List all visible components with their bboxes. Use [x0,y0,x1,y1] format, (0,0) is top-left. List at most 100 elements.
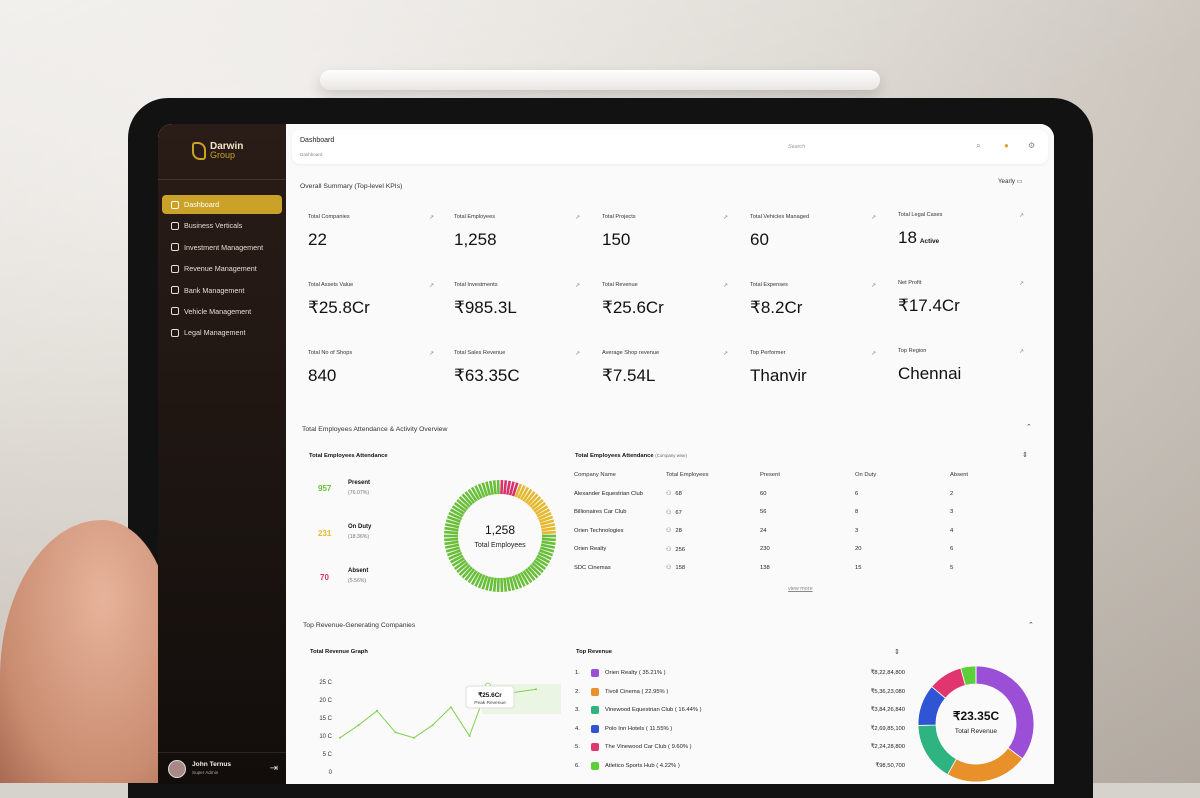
arrow-up-right-icon[interactable]: ↗ [429,282,434,289]
donut-segment [445,542,459,544]
total-employees: ⚇67 [666,509,760,516]
present-pct: (76.07%) [348,490,369,496]
sidebar-item-vehicle[interactable]: Vehicle Management [162,302,282,321]
rank: 6. [575,763,591,769]
kpi-value: ₹63.35C [454,366,520,386]
kpi-value: Chennai [898,364,961,384]
sidebar-item-legal[interactable]: Legal Management [162,323,282,342]
kpi-label: Total Revenue [602,282,638,288]
sort-icon[interactable]: ⇕ [1022,451,1028,459]
kpi-card[interactable]: Average Shop revenue ↗ ₹7.54L [602,350,738,408]
onduty-count: 231 [318,529,331,538]
arrow-up-right-icon[interactable]: ↗ [871,214,876,221]
donut-slice[interactable] [948,748,1023,782]
collapse-icon[interactable]: ⌃ [1026,423,1032,431]
donut-slice[interactable] [918,725,956,775]
kpi-label: Total Investments [454,282,498,288]
collapse-icon[interactable]: ⌃ [1028,621,1034,629]
arrow-up-right-icon[interactable]: ↗ [429,350,434,357]
search-icon[interactable]: ⌕ [976,141,980,151]
kpi-card[interactable]: Total Employees↗1,258 [454,214,590,272]
kpi-card[interactable]: Total Companies↗22 [308,214,444,272]
arrow-up-right-icon[interactable]: ↗ [871,282,876,289]
onduty-cell: 15 [855,565,950,571]
arrow-up-right-icon[interactable]: ↗ [575,214,580,221]
list-item[interactable]: 3.Vinewood Equestrian Club ( 16.44% )₹3,… [575,701,905,720]
calendar-icon: ▭ [1017,178,1023,185]
absent-count: 70 [320,573,329,582]
arrow-up-right-icon[interactable]: ↗ [1019,348,1024,355]
kpi-card[interactable]: Total Sales Revenue↗₹63.35C [454,350,590,408]
sidebar-item-business-verticals[interactable]: Business Verticals [162,216,282,235]
list-item[interactable]: 1.Orien Realty ( 35.21% )₹8,22,84,800 [575,664,905,683]
kpi-card[interactable]: Total Assets Value↗₹25.8Cr [308,282,444,340]
arrow-up-right-icon[interactable]: ↗ [723,214,728,221]
arrow-up-right-icon[interactable]: ↗ [723,350,728,357]
kpi-card[interactable]: Total Expenses↗₹8.2Cr [750,282,886,340]
donut-segment [490,577,492,591]
sidebar-item-bank[interactable]: Bank Management [162,281,282,300]
search-input[interactable]: Search [782,140,982,154]
arrow-up-right-icon[interactable]: ↗ [1019,280,1024,287]
list-item[interactable]: 6.Atletico Sports Hub ( 4.22% )₹98,50,70… [575,757,905,776]
brand-logo[interactable]: Darwin Group [192,142,243,160]
y-tick-label: 20 C [319,698,332,704]
period-label: Yearly [998,178,1015,185]
kpi-card[interactable]: Top Performer↗Thanvir [750,350,886,408]
kpi-card[interactable]: Total Investments↗₹985.3L [454,282,590,340]
kpi-card[interactable]: Total Projects↗150 [602,214,738,272]
kpi-card[interactable]: Total Vehicles Managed↗60 [750,214,886,272]
kpi-card[interactable]: Total No of Shops↗840 [308,350,444,408]
kpi-label: Total Assets Value [308,282,353,288]
kpi-card[interactable]: Total Revenue↗₹25.6Cr [602,282,738,340]
list-item[interactable]: 4.Polo Inn Hotels ( 11.55% )₹2,69,85,100 [575,720,905,739]
gear-icon[interactable]: ⚙ [1028,141,1035,150]
y-tick-label: 25 C [319,680,332,686]
logout-icon[interactable]: ⇥ [270,763,278,774]
view-more-link[interactable]: view more [788,586,813,592]
arrow-up-right-icon[interactable]: ↗ [871,350,876,357]
sidebar-item-dashboard[interactable]: Dashboard [162,195,282,214]
arrow-up-right-icon[interactable]: ↗ [1019,212,1024,219]
revenue-value: ₹8,22,84,800 [835,670,905,676]
revenue-value: ₹2,24,28,800 [835,744,905,750]
sidebar-item-revenue[interactable]: Revenue Management [162,259,282,278]
arrow-up-right-icon[interactable]: ↗ [723,282,728,289]
kpi-card[interactable]: Top Region↗Chennai [898,348,1034,406]
kpi-value: ₹7.54L [602,366,655,386]
absent-cell: 3 [950,509,1010,515]
notification-icon[interactable]: ● [1004,141,1009,150]
kpi-suffix: Active [920,238,939,245]
list-item[interactable]: 5.The Vinewood Car Club ( 9.60% )₹2,24,2… [575,738,905,757]
sidebar-item-investment[interactable]: Investment Management [162,238,282,257]
arrow-up-right-icon[interactable]: ↗ [575,350,580,357]
period-selector[interactable]: Yearly ▭ [998,178,1023,185]
arrow-up-right-icon[interactable]: ↗ [429,214,434,221]
arrow-up-right-icon[interactable]: ↗ [575,282,580,289]
onduty-cell: 8 [855,509,950,515]
peak-value: ₹25.6Cr [478,692,502,699]
sort-icon[interactable]: ⇕ [894,648,900,656]
kpi-label: Average Shop revenue [602,350,659,356]
revenue-icon [171,265,179,273]
line-point [450,707,451,708]
breadcrumb: Dashboard [300,152,322,157]
rank: 2. [575,689,591,695]
list-item[interactable]: 2.Tivoli Cinema ( 22.95% )₹5,36,23,080 [575,683,905,702]
kpi-value: 1,258 [454,230,497,250]
kpi-card[interactable]: Net Profit↗₹17.4Cr [898,280,1034,338]
user-profile[interactable]: John Ternus Super Admin ⇥ [158,752,286,784]
stylus-pen [320,70,880,90]
revenue-donut-total: ₹23.35C [953,709,1000,723]
table-header: Company Name Total Employees Present On … [574,466,1034,485]
total-employees: ⚇28 [666,527,760,534]
donut-segment [444,539,458,540]
y-tick-label: 10 C [319,734,332,740]
